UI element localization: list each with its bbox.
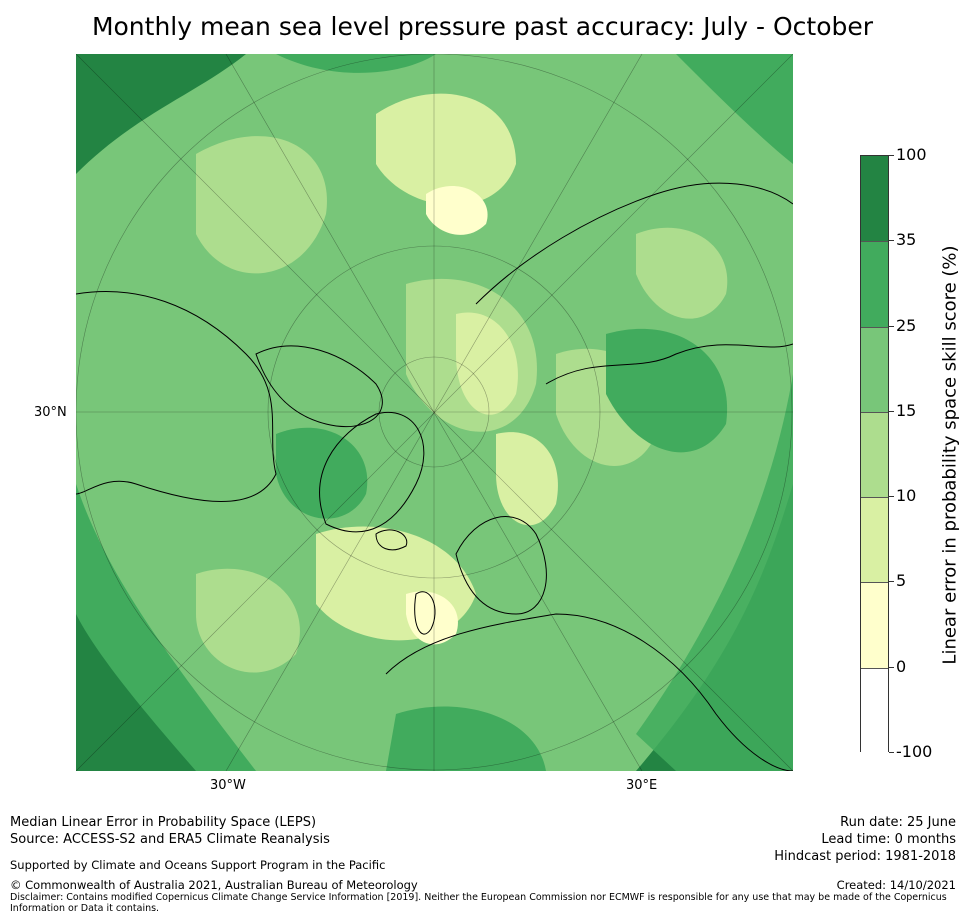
lat-circle-30 (76, 54, 793, 771)
region-dark-sw (76, 574, 226, 771)
region-dark-mid-3 (386, 706, 546, 771)
meridian-d (76, 54, 793, 771)
region-dark-mid-2 (276, 427, 368, 519)
coast-greenland (319, 412, 425, 533)
colorbar-tickmark (889, 496, 894, 498)
created-date: Created: 14/10/2021 (836, 878, 956, 892)
colorbar-tickmark (889, 325, 894, 327)
colorbar-tickmark (889, 410, 894, 412)
colorbar-segment (861, 156, 888, 242)
coast-uk (414, 591, 436, 635)
region-mid-se (636, 374, 793, 771)
lat-circle-80 (378, 356, 490, 468)
colorbar-segment (861, 241, 888, 327)
colorbar-tick-label: 35 (896, 230, 917, 250)
colorbar-label: Linear error in probability space skill … (939, 245, 961, 665)
colorbar-tickmark (889, 155, 894, 156)
footer-disclaimer-2: Information or Data it contains. (10, 903, 160, 914)
footer-support: Supported by Climate and Oceans Support … (10, 858, 386, 872)
meridian-f (225, 54, 643, 771)
coast-iceland (375, 529, 408, 551)
region-light-6 (196, 568, 300, 673)
colorbar-tickmark (889, 240, 894, 242)
footer-disclaimer-1: Disclaimer: Contains modified Copernicus… (10, 892, 947, 903)
lat-label: 30°N (34, 405, 67, 420)
colorbar-tick-label: 10 (896, 486, 917, 506)
region-light-10 (426, 185, 488, 235)
colorbar-tick-label: 15 (896, 400, 917, 420)
footer-leps: Median Linear Error in Probability Space… (10, 815, 317, 830)
coast-europe (385, 613, 793, 771)
colorbar-segment (861, 667, 888, 753)
colorbar-tick-label: 0 (896, 656, 907, 676)
colorbar-tick-label: 25 (896, 315, 917, 335)
region-light-2 (376, 93, 516, 206)
colorbar-tick-label: 5 (896, 571, 907, 591)
footer-source: Source: ACCESS-S2 and ERA5 Climate Reana… (10, 832, 330, 847)
region-light-8 (496, 432, 558, 526)
colorbar-tickmark (889, 581, 894, 583)
graticule (76, 54, 793, 771)
footer-copyright: © Commonwealth of Australia 2021, Austra… (10, 878, 418, 892)
coastlines (76, 182, 793, 771)
colorbar-tickmark (889, 666, 894, 668)
meridian-c (76, 54, 793, 771)
region-dark-nw (76, 54, 246, 174)
colorbar-segment (861, 411, 888, 498)
region-dark-ne (676, 54, 793, 164)
lat-circle-60 (267, 245, 601, 579)
lead-time: Lead time: 0 months (821, 832, 956, 847)
region-light-4 (456, 312, 518, 415)
colorbar-tick-label: 100 (896, 145, 927, 164)
coast-arctic-islands (255, 345, 383, 428)
lon-label-east: 30°E (626, 778, 658, 793)
hindcast-period: Hindcast period: 1981-2018 (774, 849, 956, 864)
meridian-e (225, 54, 643, 771)
region-light-9 (636, 227, 728, 319)
colorbar-tick-label: -100 (896, 742, 933, 761)
region-light-1 (196, 136, 327, 274)
colorbar-tickmark (889, 752, 894, 753)
region-mid-sw (76, 484, 256, 771)
lon-label-west: 30°W (210, 778, 246, 793)
map-canvas (76, 54, 793, 771)
coast-north-america (76, 291, 277, 502)
polar-map (76, 54, 793, 771)
region-mid-n (276, 54, 436, 73)
coast-siberia (475, 182, 793, 305)
run-date: Run date: 25 June (840, 815, 956, 830)
chart-title: Monthly mean sea level pressure past acc… (91, 12, 874, 41)
colorbar-segment (861, 582, 888, 668)
colorbar-segment (861, 497, 888, 583)
region-dark-mid-1 (606, 328, 728, 453)
coast-asia (545, 343, 793, 385)
colorbar (860, 155, 889, 753)
coast-scandinavia (455, 516, 547, 615)
colorbar-segment (861, 326, 888, 412)
